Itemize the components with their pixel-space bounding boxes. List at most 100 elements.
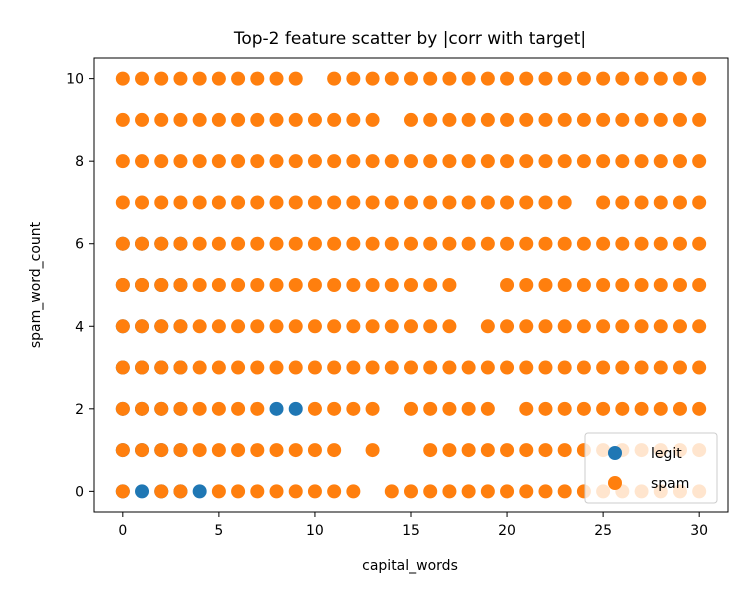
point-spam [538,195,553,210]
point-spam [346,195,361,210]
point-spam [307,484,322,499]
point-spam [653,112,668,127]
point-spam [576,154,591,169]
point-spam [154,236,169,251]
point-spam [269,360,284,375]
point-spam [173,319,188,334]
point-spam [480,319,495,334]
point-spam [231,401,246,416]
point-spam [653,71,668,86]
point-spam [173,154,188,169]
point-spam [307,401,322,416]
point-spam [672,401,687,416]
point-spam [576,236,591,251]
point-spam [480,112,495,127]
point-spam [115,319,130,334]
point-spam [154,71,169,86]
point-spam [192,401,207,416]
point-spam [615,278,630,292]
point-spam [154,195,169,210]
point-spam [154,319,169,334]
point-spam [154,401,169,416]
point-spam [135,71,150,86]
point-spam [500,71,515,86]
point-spam [231,360,246,375]
point-spam [288,484,303,499]
chart-title: Top-2 feature scatter by |corr with targ… [233,29,586,49]
point-spam [557,71,572,86]
point-spam [538,360,553,375]
point-spam [211,360,226,375]
point-spam [461,236,476,251]
point-spam [519,71,534,86]
point-spam [500,236,515,251]
point-spam [557,443,572,458]
point-spam [135,236,150,251]
point-spam [480,443,495,458]
point-spam [500,154,515,169]
point-legit [269,401,284,416]
point-spam [672,71,687,86]
point-spam [500,195,515,210]
point-spam [519,360,534,375]
point-spam [173,195,188,210]
point-spam [519,236,534,251]
point-spam [365,443,380,458]
point-spam [231,71,246,86]
point-spam [307,236,322,251]
point-spam [384,154,399,169]
point-spam [346,401,361,416]
y-tick-label: 6 [75,237,84,253]
point-spam [154,278,169,292]
point-spam [269,278,284,292]
point-spam [538,71,553,86]
point-spam [327,154,342,169]
point-spam [692,236,707,251]
point-spam [423,443,438,458]
point-spam [365,278,380,292]
point-spam [480,360,495,375]
point-spam [404,236,418,251]
point-spam [442,236,457,251]
point-spam [692,278,707,292]
point-spam [327,236,342,251]
point-spam [557,360,572,375]
point-spam [250,195,265,210]
point-spam [538,443,553,458]
point-spam [173,484,188,499]
point-spam [442,360,457,375]
point-spam [327,112,342,127]
point-spam [615,71,630,86]
point-spam [346,484,361,499]
point-spam [346,154,361,169]
point-spam [231,236,246,251]
point-spam [653,154,668,169]
point-spam [404,112,418,127]
point-spam [154,112,169,127]
point-spam [557,195,572,210]
point-spam [192,319,207,334]
point-spam [480,195,495,210]
point-spam [519,401,534,416]
point-spam [672,319,687,334]
point-spam [135,195,150,210]
point-spam [461,484,476,499]
point-spam [231,195,246,210]
x-tick-label: 5 [214,523,223,539]
point-spam [557,154,572,169]
point-spam [404,154,418,169]
point-spam [442,71,457,86]
point-spam [615,319,630,334]
point-spam [115,236,130,251]
point-spam [154,484,169,499]
point-spam [192,278,207,292]
point-spam [692,195,707,210]
point-spam [231,154,246,169]
point-spam [192,236,207,251]
point-spam [384,360,399,375]
point-spam [250,71,265,86]
point-spam [634,319,649,334]
point-spam [500,443,515,458]
point-spam [269,484,284,499]
point-spam [442,484,457,499]
